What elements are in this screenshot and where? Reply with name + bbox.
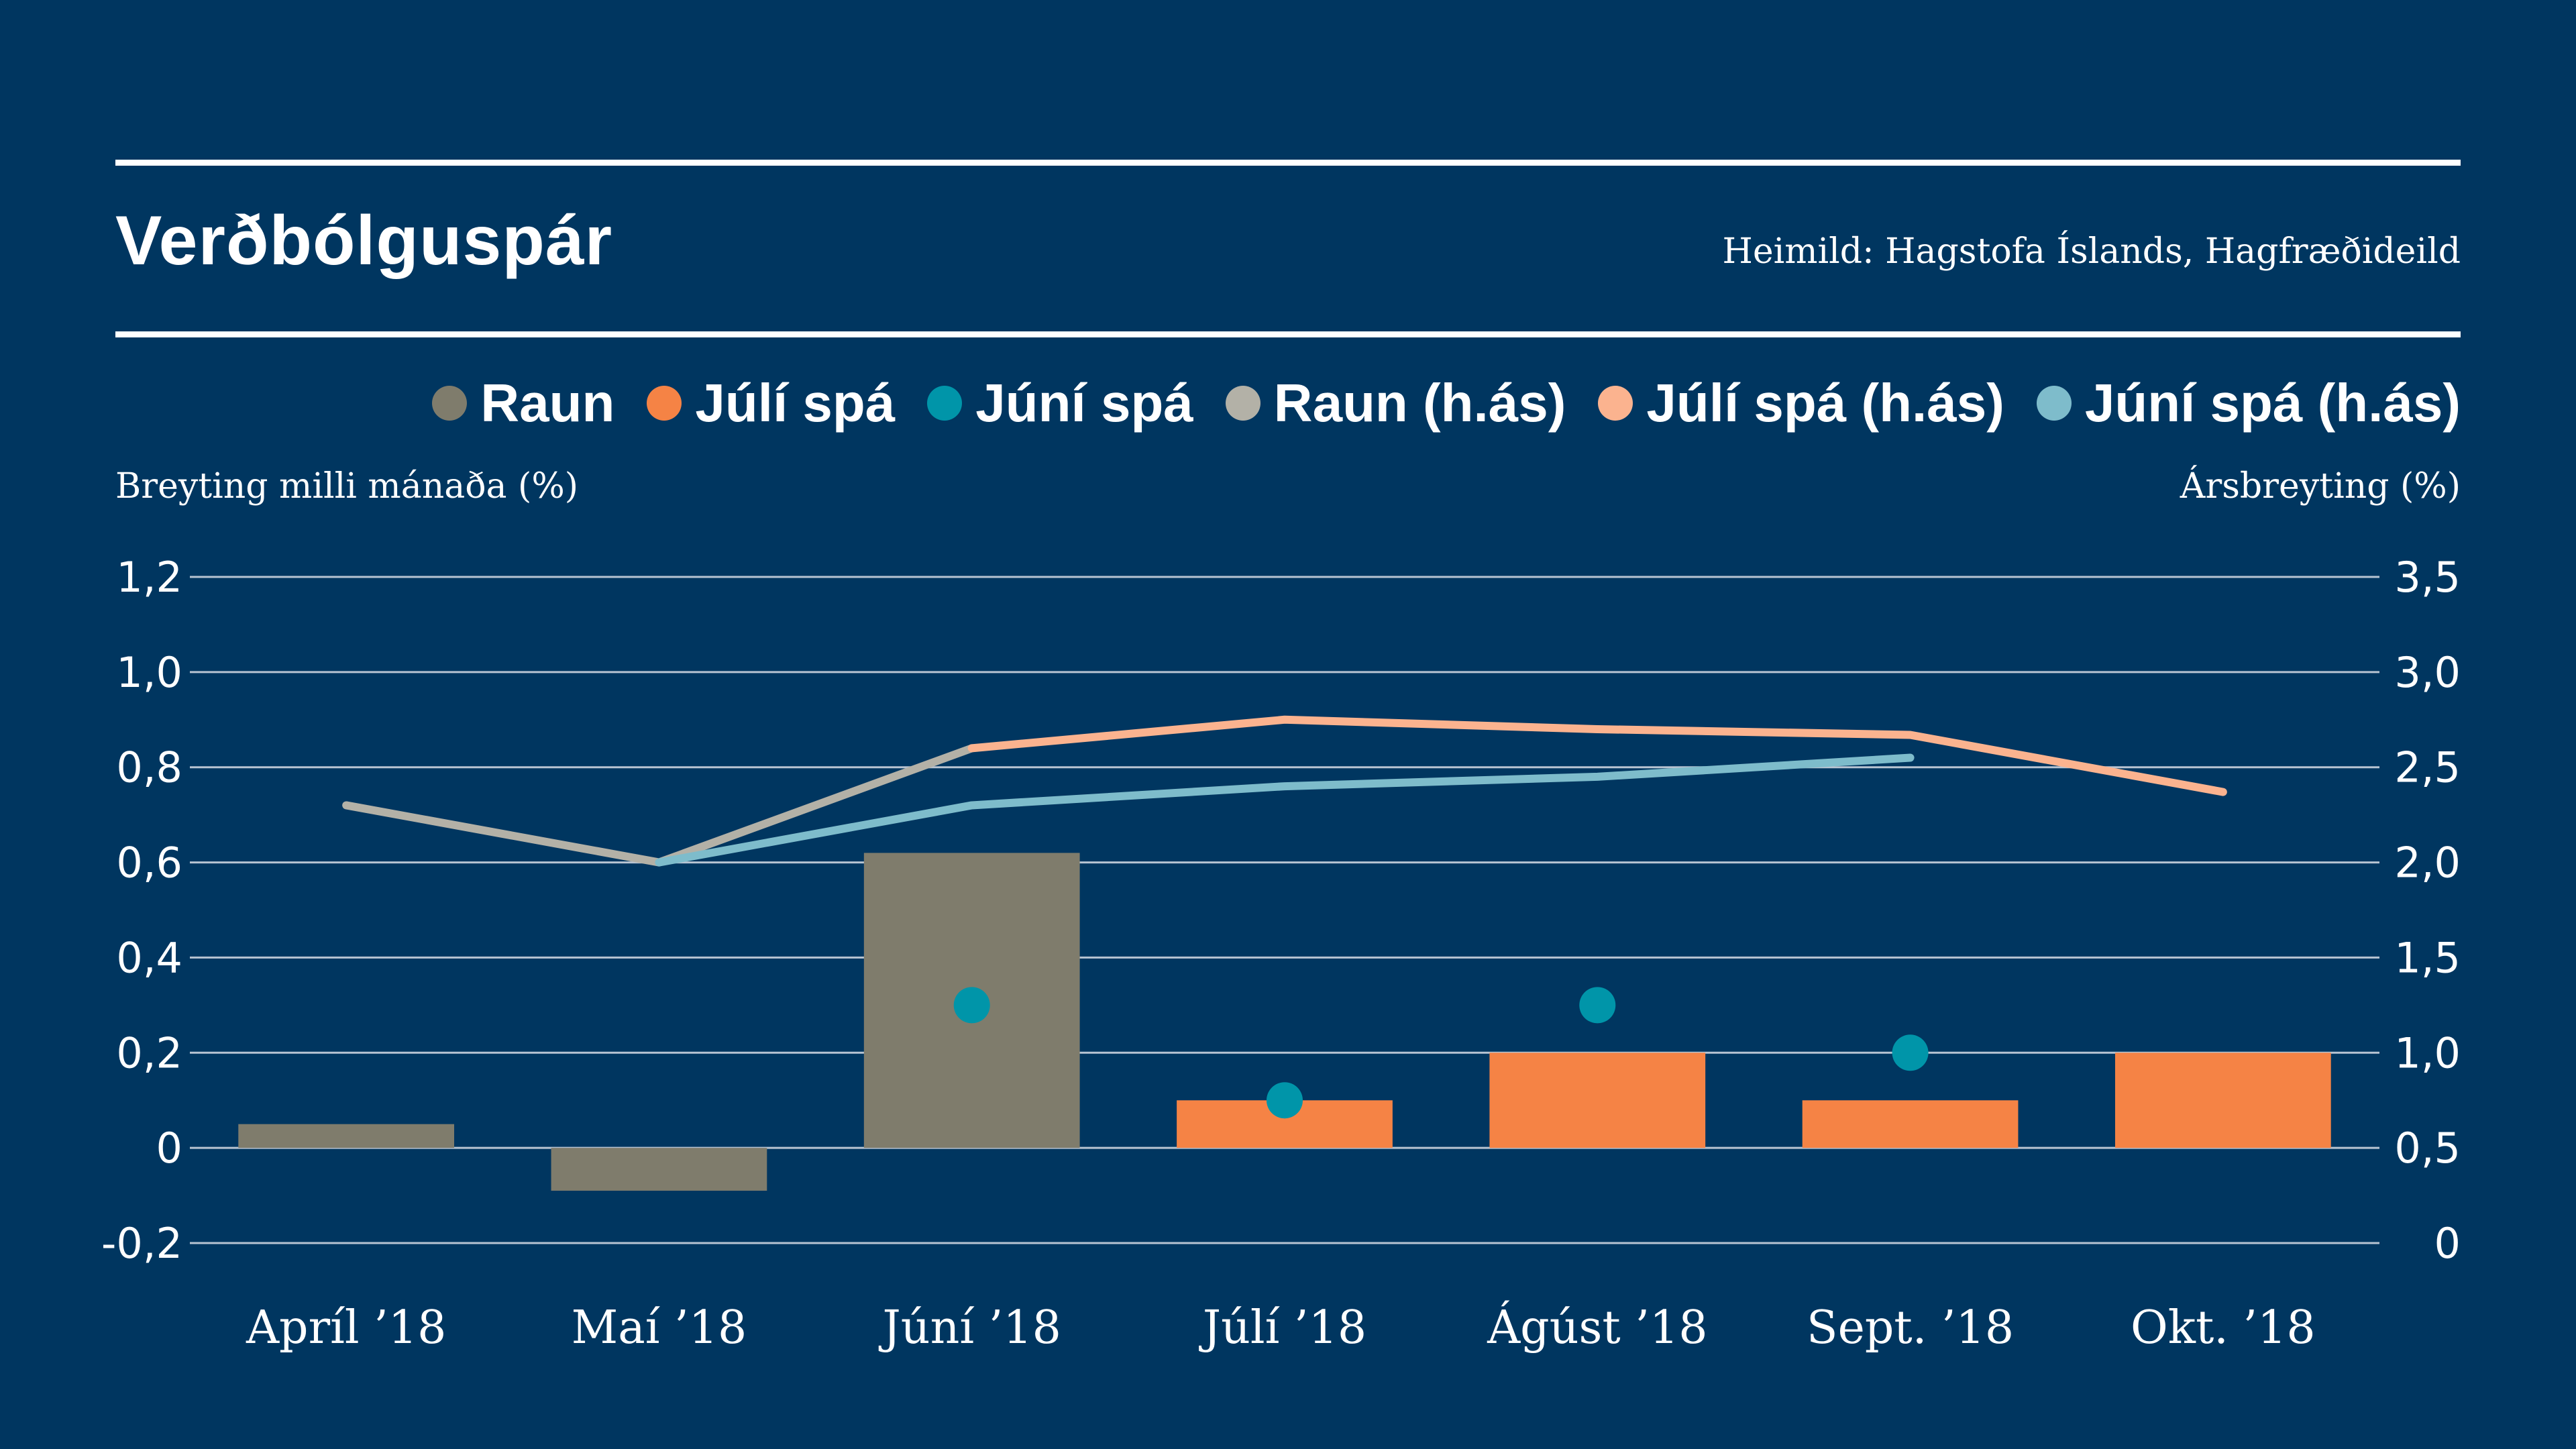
legend-label-juli-spa: Júlí spá xyxy=(695,373,896,433)
legend-item-raun: Raun xyxy=(432,372,614,434)
bar xyxy=(2114,1053,2331,1148)
right-tick-label: 1,0 xyxy=(2394,1028,2461,1077)
bottom-rule xyxy=(115,331,2461,337)
legend-swatch-raun-has xyxy=(1225,386,1260,421)
category-label: Júní ’18 xyxy=(879,1301,1061,1354)
left-tick-label: 1,2 xyxy=(116,553,182,602)
right-axis-title: Ársbreyting (%) xyxy=(2180,466,2461,506)
legend-swatch-juni-spa xyxy=(927,386,963,421)
legend-item-juni-spa: Júní spá xyxy=(927,372,1193,434)
left-tick-label: 0 xyxy=(156,1124,182,1173)
left-tick-label: 0,8 xyxy=(116,743,182,792)
legend-label-juni-spa: Júní spá xyxy=(975,373,1193,433)
right-tick-label: 0,5 xyxy=(2394,1124,2461,1173)
legend-label-raun-has: Raun (h.ás) xyxy=(1273,373,1566,433)
right-tick-label: 3,0 xyxy=(2394,648,2461,697)
top-rule xyxy=(115,160,2461,166)
left-tick-label: -0,2 xyxy=(101,1219,182,1268)
right-tick-label: 0 xyxy=(2434,1219,2461,1268)
left-tick-label: 0,4 xyxy=(116,933,182,982)
bar xyxy=(1802,1100,2019,1148)
legend-item-juli-spa: Júlí spá xyxy=(647,372,895,434)
legend-swatch-juli-spa xyxy=(647,386,682,421)
data-point xyxy=(1579,987,1616,1024)
legend-swatch-juni-spa-has xyxy=(2036,386,2072,421)
right-tick-label: 3,5 xyxy=(2394,553,2461,602)
category-label: Júlí ’18 xyxy=(1199,1301,1366,1354)
series-line xyxy=(967,715,2227,796)
data-point xyxy=(953,987,990,1024)
data-point xyxy=(1267,1082,1303,1119)
left-tick-label: 1,0 xyxy=(116,648,182,697)
left-tick-label: 0,6 xyxy=(116,839,182,888)
category-label: Maí ’18 xyxy=(572,1301,747,1354)
right-tick-label: 2,5 xyxy=(2394,743,2461,792)
left-axis-title: Breyting milli mánaða (%) xyxy=(115,466,579,506)
series-line xyxy=(342,744,976,867)
legend-label-juli-spa-has: Júlí spá (h.ás) xyxy=(1646,373,2004,433)
right-tick-label: 1,5 xyxy=(2394,933,2461,982)
legend-swatch-raun xyxy=(432,386,468,421)
legend-item-juni-spa-has: Júní spá (h.ás) xyxy=(2036,372,2461,434)
legend: Raun Júlí spá Júní spá Raun (h.ás) Júlí … xyxy=(432,372,2461,434)
legend-item-raun-has: Raun (h.ás) xyxy=(1225,372,1566,434)
category-label: Apríl ’18 xyxy=(246,1301,446,1354)
legend-item-juli-spa-has: Júlí spá (h.ás) xyxy=(1598,372,2004,434)
category-label: Ágúst ’18 xyxy=(1487,1301,1707,1354)
bar xyxy=(238,1124,455,1148)
right-tick-label: 2,0 xyxy=(2394,839,2461,888)
legend-label-juni-spa-has: Júní spá (h.ás) xyxy=(2084,373,2461,433)
data-point xyxy=(1892,1034,1929,1071)
bar xyxy=(1489,1053,1706,1148)
series-line xyxy=(655,753,1915,867)
category-label: Okt. ’18 xyxy=(2131,1301,2316,1354)
left-tick-label: 0,2 xyxy=(116,1028,182,1077)
bar xyxy=(551,1148,767,1191)
source-note: Heimild: Hagstofa Íslands, Hagfræðideild xyxy=(1722,231,2461,272)
legend-label-raun: Raun xyxy=(480,373,615,433)
category-label: Sept. ’18 xyxy=(1807,1301,2014,1354)
legend-swatch-juli-spa-has xyxy=(1598,386,1633,421)
chart-title: Verðbólguspár xyxy=(115,202,613,280)
